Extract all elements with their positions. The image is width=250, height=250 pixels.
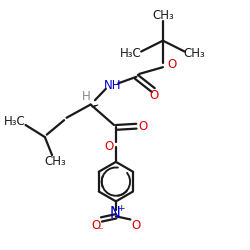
Text: O: O [150,89,159,102]
Text: O: O [168,58,177,71]
Text: CH₃: CH₃ [152,9,174,22]
Text: ⁻: ⁻ [97,226,102,236]
Text: H₃C: H₃C [120,47,141,60]
Text: O: O [104,140,114,153]
Text: O: O [132,219,141,232]
Text: +: + [118,204,125,213]
Text: H₃C: H₃C [4,115,26,128]
Text: CH₃: CH₃ [184,47,206,60]
Text: CH₃: CH₃ [44,155,66,168]
Text: O: O [91,219,100,232]
Text: NH: NH [104,79,121,92]
Text: O: O [138,120,148,133]
Text: N: N [110,206,121,222]
Text: H: H [82,90,91,103]
